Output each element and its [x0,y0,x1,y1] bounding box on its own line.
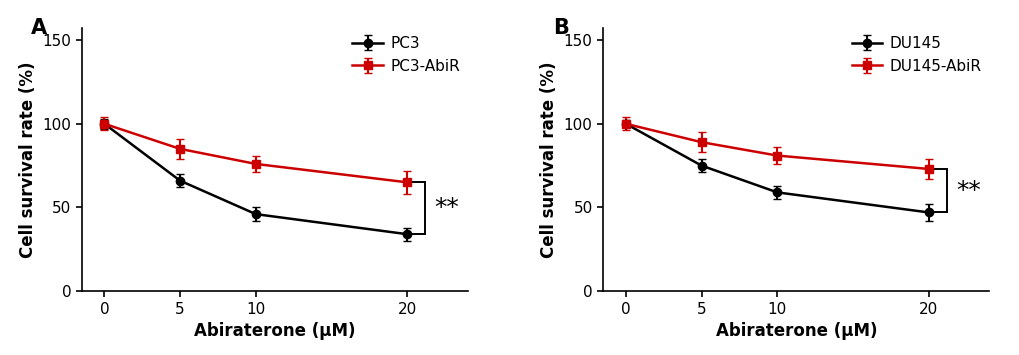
Text: **: ** [955,179,980,203]
Y-axis label: Cell survival rate (%): Cell survival rate (%) [18,61,37,258]
X-axis label: Abiraterone (μM): Abiraterone (μM) [714,322,876,340]
X-axis label: Abiraterone (μM): Abiraterone (μM) [194,322,356,340]
Legend: PC3, PC3-AbiR: PC3, PC3-AbiR [352,36,460,74]
Legend: DU145, DU145-AbiR: DU145, DU145-AbiR [851,36,981,74]
Y-axis label: Cell survival rate (%): Cell survival rate (%) [540,61,557,258]
Text: A: A [32,18,48,38]
Text: B: B [552,18,569,38]
Text: **: ** [434,196,459,220]
